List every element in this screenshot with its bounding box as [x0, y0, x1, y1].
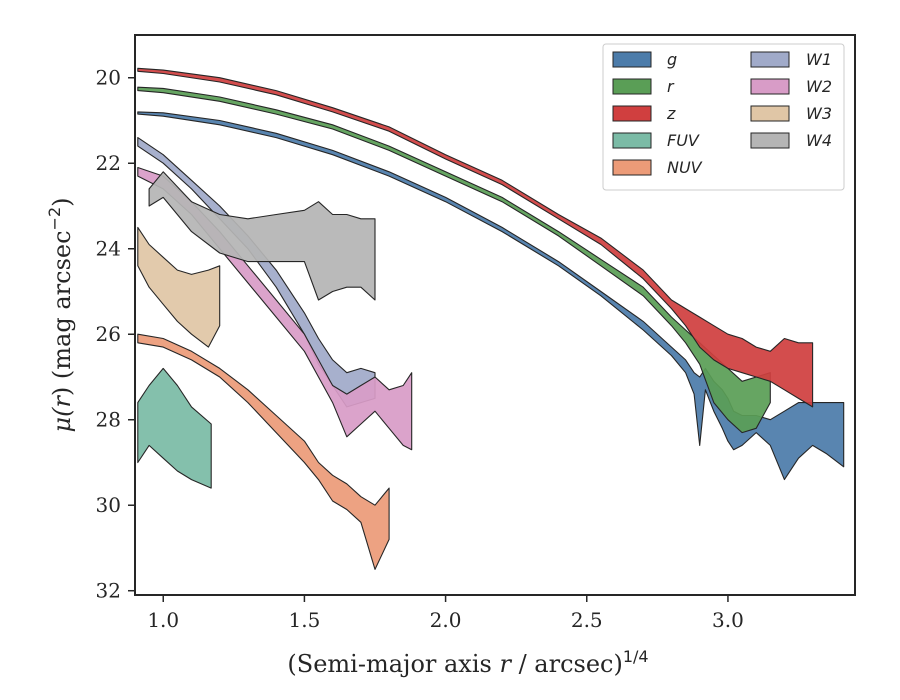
legend-label-w3: W3	[806, 104, 832, 123]
x-tick-label: 2.5	[571, 608, 603, 632]
x-tick-label: 1.0	[147, 608, 179, 632]
band-r	[137, 86, 771, 434]
legend: grz FUV NUV W1 W2 W3 W4	[602, 43, 845, 191]
plot-frame	[134, 34, 856, 596]
band-nuv	[137, 333, 390, 570]
x-tick-label: 2.0	[430, 608, 462, 632]
legend-label-w1: W1	[806, 50, 832, 69]
band-w3	[137, 226, 221, 348]
legend-label-r: r	[667, 77, 675, 96]
legend-swatch-w4	[750, 132, 790, 149]
legend-swatch-nuv	[612, 159, 652, 176]
legend-swatch-g	[612, 51, 652, 68]
y-tick-label: 20	[96, 66, 121, 90]
y-tick-label: 32	[96, 579, 121, 603]
legend-swatch-w1	[750, 51, 790, 68]
x-tick-label: 3.0	[712, 608, 744, 632]
y-tick-label: 24	[96, 237, 121, 261]
series-bands	[137, 67, 845, 570]
y-axis: 20 22 24 26 28 30 32	[96, 66, 135, 603]
legend-swatch-fuv	[612, 132, 652, 149]
band-g	[137, 111, 845, 481]
band-w2	[137, 166, 413, 451]
legend-swatch-w2	[750, 78, 790, 95]
y-axis-label: μ(r) (mag arcsec−2)	[45, 197, 76, 432]
y-tick-label: 28	[96, 408, 121, 432]
legend-label-nuv: NUV	[667, 158, 703, 177]
legend-label-fuv: FUV	[667, 131, 700, 150]
x-axis: 1.0 1.5 2.0 2.5 3.0	[147, 595, 744, 632]
legend-label-g: g	[667, 50, 677, 69]
y-tick-label: 22	[96, 151, 121, 175]
legend-swatch-r	[612, 78, 652, 95]
y-tick-label: 26	[96, 322, 121, 346]
band-w4	[148, 171, 376, 301]
legend-swatch-w3	[750, 105, 790, 122]
band-fuv	[137, 367, 212, 489]
legend-label-z: z	[666, 104, 676, 123]
x-axis-label: (Semi-major axis r / arcsec)1/4	[287, 647, 648, 678]
legend-label-w2: W2	[806, 77, 832, 96]
band-z	[137, 67, 814, 408]
legend-swatch-z	[612, 105, 652, 122]
legend-label-w4: W4	[806, 131, 832, 150]
y-tick-label: 30	[96, 493, 121, 517]
x-tick-label: 1.5	[289, 608, 321, 632]
